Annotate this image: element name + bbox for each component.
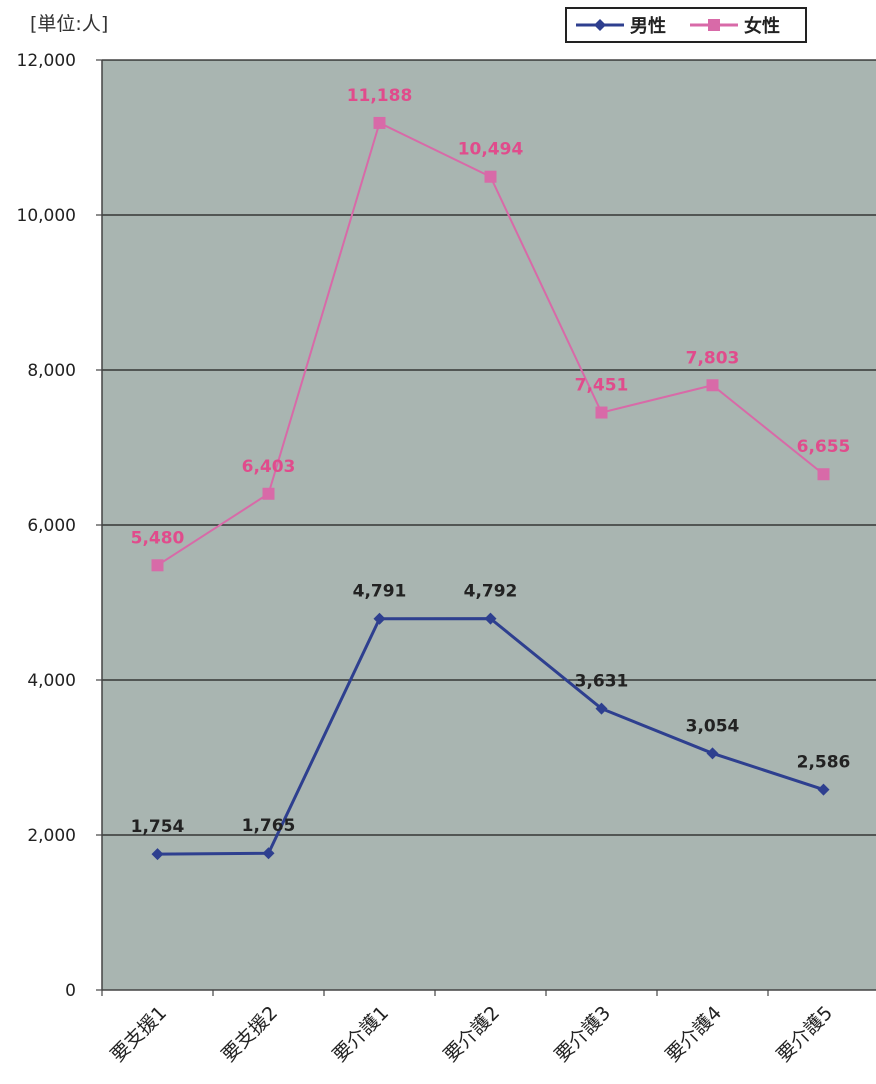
data-point-male [373,612,386,625]
data-label-female: 7,803 [686,348,740,368]
x-tick-label: 要介護3 [551,1002,615,1066]
data-label-female: 11,188 [347,86,413,106]
x-tick-label: 要介護5 [773,1002,837,1066]
data-label-female: 7,451 [575,376,629,396]
data-label-female: 5,480 [131,528,185,548]
data-label-male: 2,586 [797,753,851,773]
legend-female-label: 女性 [744,15,780,37]
x-tick-label: 要支援1 [107,1002,171,1066]
data-point-female [706,379,719,392]
y-tick-label: 10,000 [17,206,76,226]
data-point-male [262,847,275,860]
legend-male-label: 男性 [630,15,666,37]
data-label-male: 1,754 [131,817,185,837]
data-label-female: 10,494 [458,140,524,160]
data-point-male [595,702,608,715]
data-point-female [817,468,830,481]
data-label-male: 4,791 [353,582,407,602]
data-label-female: 6,403 [242,457,296,477]
data-point-female [484,170,497,183]
x-tick-label: 要介護4 [662,1002,726,1066]
y-tick-label: 0 [65,981,76,1001]
y-tick-label: 2,000 [27,826,76,846]
x-tick-label: 要介護1 [329,1002,393,1066]
y-tick-label: 12,000 [17,51,76,71]
y-axis-ticks: 0 2,000 4,000 6,000 8,000 10,000 12,000 [17,51,102,1001]
data-label-male: 4,792 [464,582,518,602]
data-point-female [373,116,386,129]
legend-male-marker [594,19,606,31]
data-point-male [706,747,719,760]
data-point-male [151,848,164,861]
x-tick-label: 要支援2 [218,1002,282,1066]
data-point-male [817,783,830,796]
data-label-female: 6,655 [797,437,851,457]
x-axis-ticks: 要支援1 要支援2 要介護1 要介護2 要介護3 要介護4 要介護5 [101,990,837,1066]
y-tick-label: 6,000 [27,516,76,536]
y-tick-label: 4,000 [27,671,76,691]
grid-lines [102,59,876,836]
data-label-male: 3,054 [686,716,740,736]
legend-female-marker [708,19,720,31]
y-tick-label: 8,000 [27,361,76,381]
data-point-female [595,406,608,419]
data-point-male [484,612,497,625]
unit-label: [単位:人] [30,13,108,35]
data-label-male: 3,631 [575,672,629,692]
series-layer [151,116,830,861]
data-point-female [151,559,164,572]
x-tick-label: 要介護2 [440,1002,504,1066]
data-point-female [262,487,275,500]
data-labels-layer: 1,754 1,765 4,791 4,792 3,631 3,054 2,586 5,480… [131,86,851,837]
legend: 男性 女性 [565,7,807,43]
data-label-male: 1,765 [242,816,296,836]
